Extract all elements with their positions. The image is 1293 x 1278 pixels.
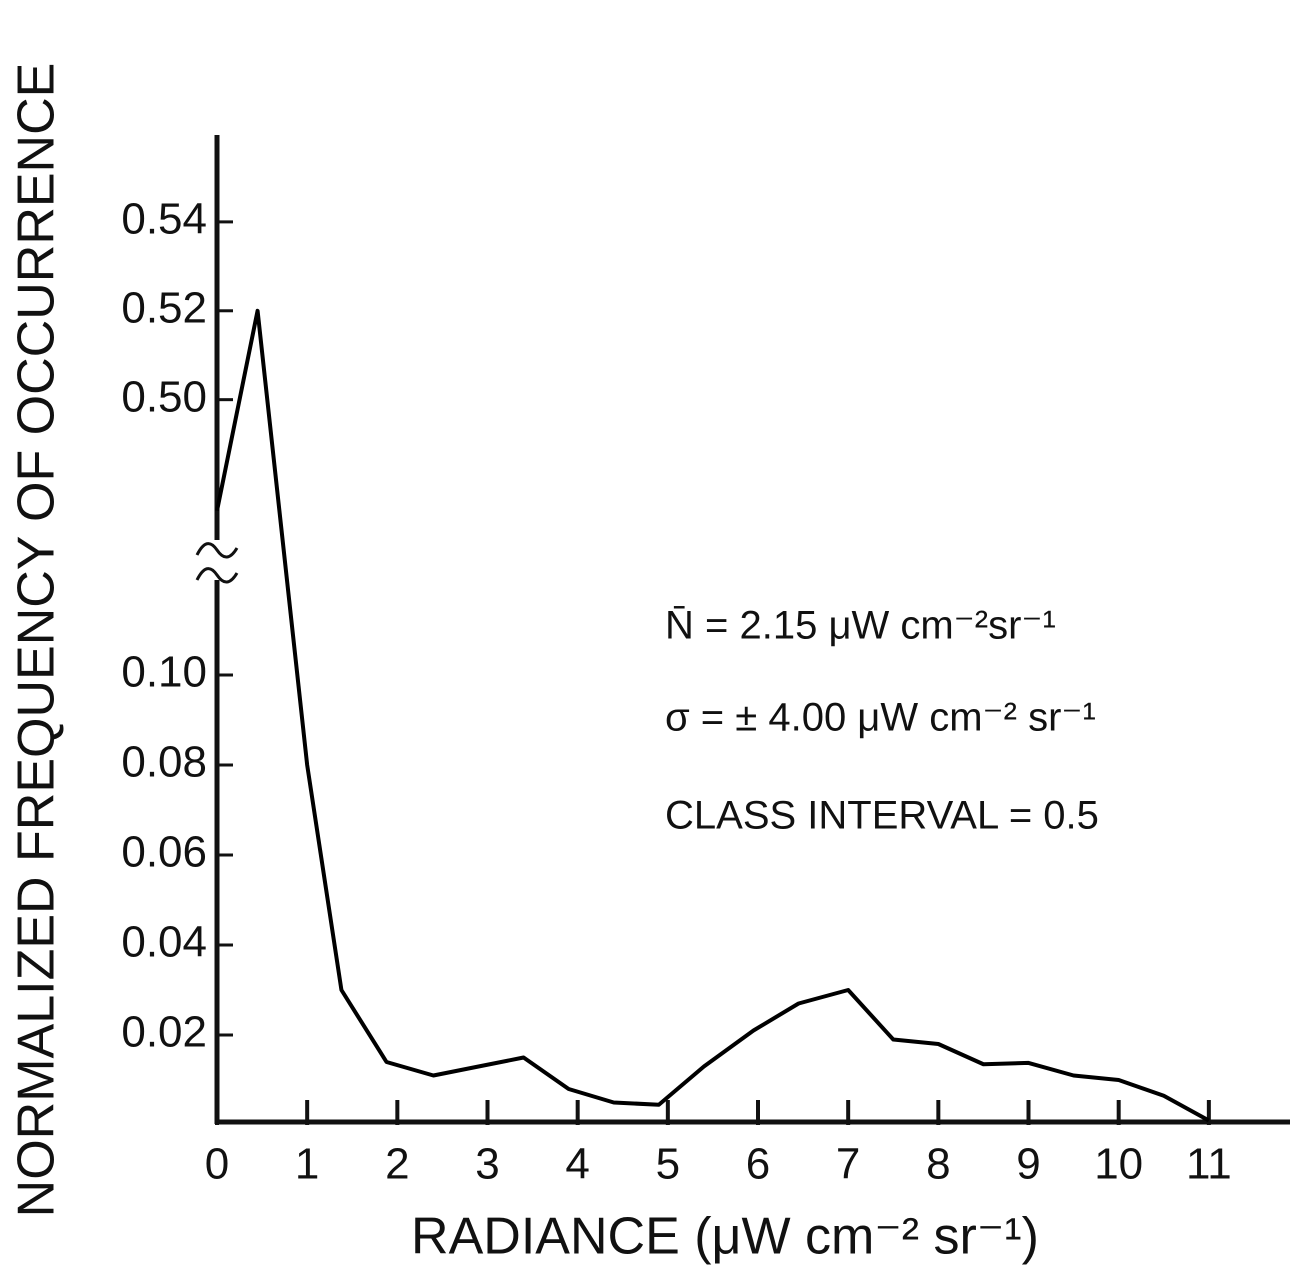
y-axis-label: NORMALIZED FREQUENCY OF OCCURRENCE: [8, 63, 66, 1218]
x-tick-label: 0: [205, 1140, 229, 1189]
x-tick-label: 7: [836, 1140, 860, 1189]
y-tick-label: 0.10: [121, 648, 207, 697]
annotation: σ = ± 4.00 μW cm⁻² sr⁻¹: [665, 696, 1096, 740]
x-tick-label: 2: [385, 1140, 409, 1189]
axis-break: [195, 542, 239, 584]
annotation: N̄ = 2.15 μW cm⁻²sr⁻¹: [665, 604, 1056, 648]
x-tick-label: 1: [295, 1140, 319, 1189]
annotation: CLASS INTERVAL = 0.5: [665, 794, 1099, 838]
x-tick-label: 6: [746, 1140, 770, 1189]
y-tick-label: 0.54: [121, 195, 207, 244]
data-line: [215, 308, 1210, 1123]
x-tick-label: 3: [475, 1140, 499, 1189]
x-axis-label: RADIANCE (μW cm⁻² sr⁻¹): [411, 1208, 1039, 1266]
x-tick-label: 4: [565, 1140, 589, 1189]
y-tick-label: 0.08: [121, 738, 207, 787]
x-tick-label: 10: [1094, 1140, 1143, 1189]
x-tick-label: 8: [926, 1140, 950, 1189]
y-tick-label: 0.50: [121, 372, 207, 421]
y-tick-label: 0.02: [121, 1008, 207, 1057]
x-tick-label: 9: [1016, 1140, 1040, 1189]
y-tick-label: 0.06: [121, 828, 207, 877]
y-tick-label: 0.52: [121, 283, 207, 332]
x-tick-label: 5: [656, 1140, 680, 1189]
x-tick-label: 11: [1186, 1140, 1232, 1189]
y-tick-label: 0.04: [121, 918, 207, 967]
